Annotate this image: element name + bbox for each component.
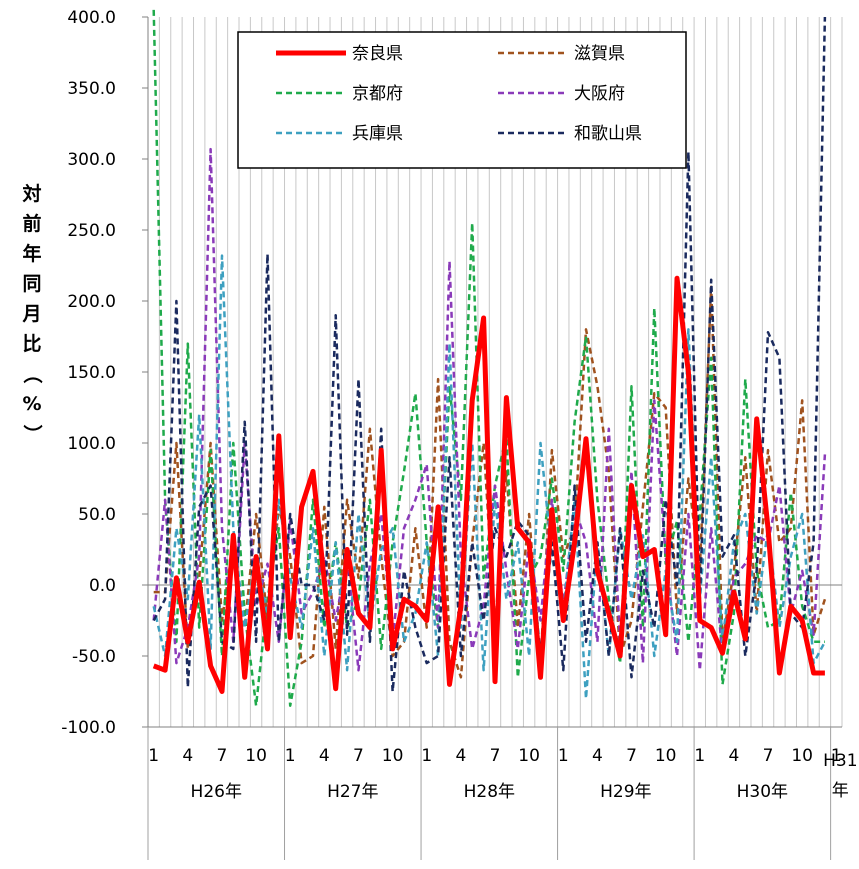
x-tick-label: 7 <box>490 746 501 766</box>
year-label: H31 年 <box>823 751 857 801</box>
y-label-char: （ <box>21 364 44 383</box>
x-tick-label: 7 <box>353 746 364 766</box>
x-tick-label: 4 <box>182 746 193 766</box>
x-tick-label: 10 <box>791 746 813 766</box>
x-tick-label: 1 <box>148 746 159 766</box>
year-label: H26年 <box>191 782 242 802</box>
x-tick-label: 7 <box>217 746 228 766</box>
year-label: H29年 <box>600 782 651 802</box>
year-label: H28年 <box>464 782 515 802</box>
legend-label: 兵庫県 <box>352 124 403 144</box>
x-tick-label: 4 <box>455 746 466 766</box>
y-tick-label: 350.0 <box>67 79 116 99</box>
x-tick-label: 1 <box>694 746 705 766</box>
y-tick-label: 400.0 <box>67 8 116 28</box>
year-label: H30年 <box>737 782 788 802</box>
x-axis: 1 4 7 10 1 4 7 10 1 4 7 10 1 4 7 10 1 4 7 10 1 H26年 H27年 H28年 H2… <box>147 727 858 860</box>
y-tick-label: -100.0 <box>61 718 116 738</box>
y-label-char: 比 <box>22 333 41 355</box>
legend-label: 奈良県 <box>352 44 403 64</box>
y-label-char: 年 <box>22 242 41 265</box>
y-tick-label: 100.0 <box>67 434 116 454</box>
legend-label: 和歌山県 <box>574 124 642 144</box>
series-line-1 <box>152 275 825 694</box>
y-tick-label: 50.0 <box>78 505 116 525</box>
y-tick-label: 0.0 <box>89 576 116 596</box>
y-label-char: ） <box>21 424 44 443</box>
x-tick-label: 7 <box>763 746 774 766</box>
y-label-char: % <box>22 393 41 415</box>
x-tick-label: 4 <box>729 746 740 766</box>
x-tick-label: 10 <box>518 746 540 766</box>
x-tick-label: 10 <box>382 746 404 766</box>
x-tick-label: 4 <box>319 746 330 766</box>
x-tick-label: 1 <box>421 746 432 766</box>
y-label-char: 同 <box>22 273 41 295</box>
y-axis: 400.0 350.0 300.0 250.0 200.0 150.0 100.0 50.0 0… <box>61 8 148 738</box>
y-label-char: 月 <box>21 303 41 325</box>
y-tick-label: 200.0 <box>67 292 116 312</box>
y-tick-label: 150.0 <box>67 363 116 383</box>
legend-label: 大阪府 <box>574 84 625 104</box>
x-tick-label: 1 <box>285 746 296 766</box>
y-label-char: 前 <box>22 212 41 235</box>
x-tick-label: 1 <box>558 746 569 766</box>
x-tick-label: 10 <box>655 746 677 766</box>
y-tick-label: 300.0 <box>67 150 116 170</box>
y-tick-label: -50.0 <box>72 647 116 667</box>
legend-label: 滋賀県 <box>574 44 625 64</box>
series-line-5 <box>152 254 827 700</box>
x-tick-label: 1 <box>831 746 842 766</box>
x-tick-label: 4 <box>592 746 603 766</box>
year-label: H27年 <box>327 782 378 802</box>
x-tick-label: 10 <box>245 746 267 766</box>
y-tick-label: 250.0 <box>67 221 116 241</box>
x-tick-label: 7 <box>626 746 637 766</box>
legend-label: 京都府 <box>352 84 403 104</box>
series-lines <box>152 9 827 707</box>
y-label-char: 対 <box>21 182 41 205</box>
